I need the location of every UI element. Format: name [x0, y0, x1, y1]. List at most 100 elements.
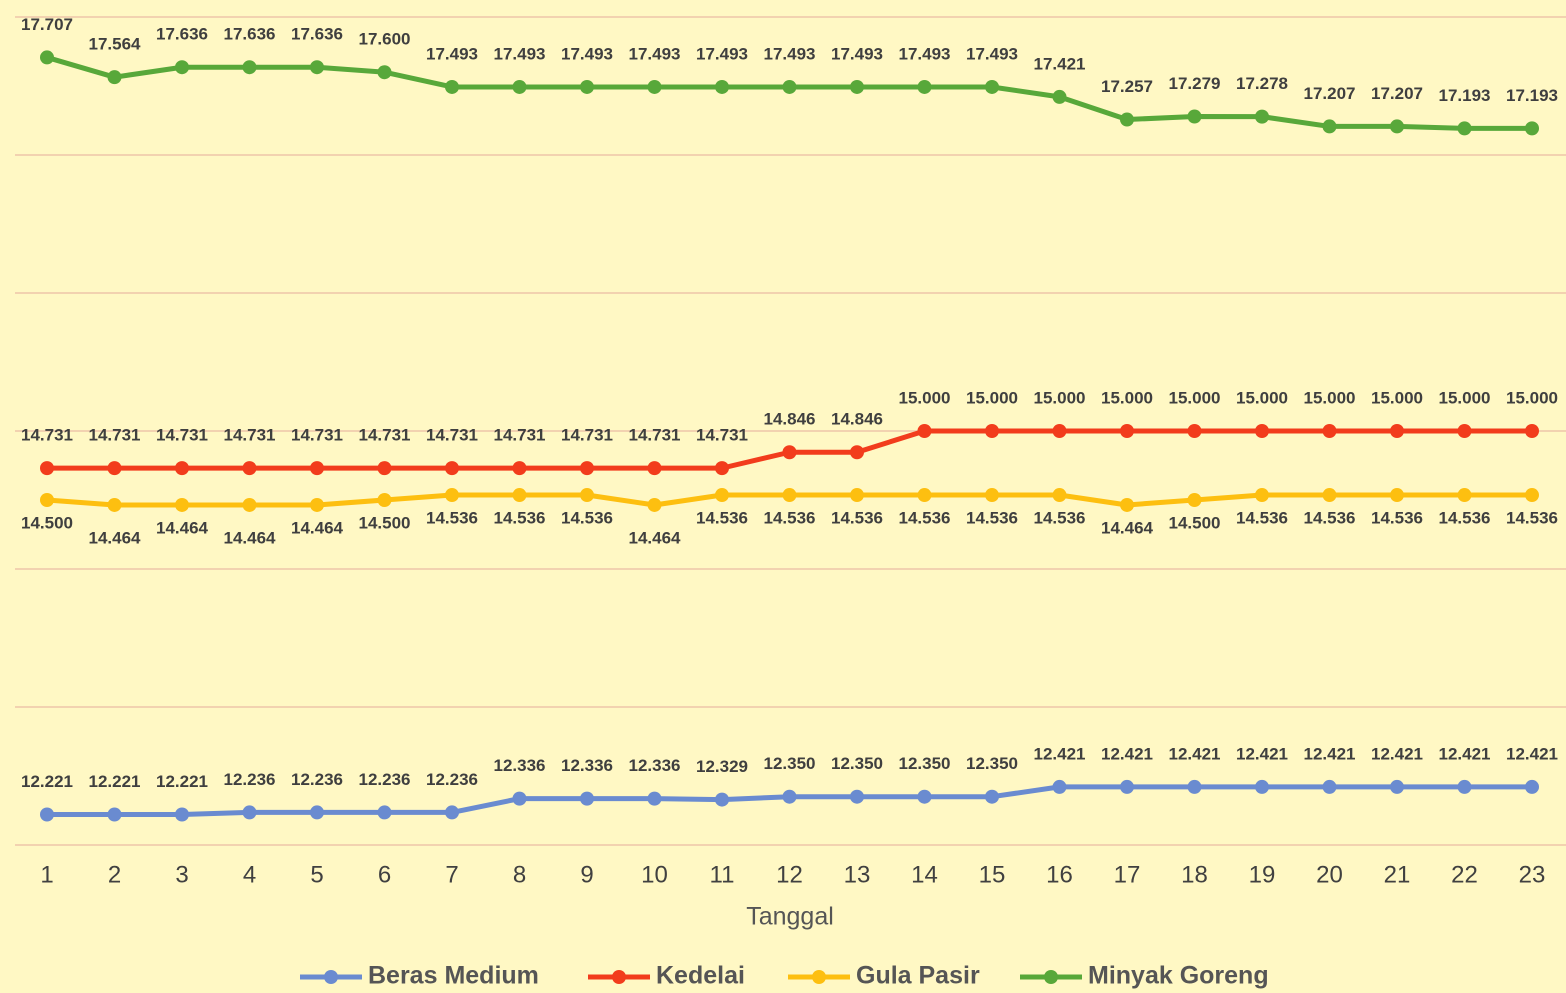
data-label: 14.536 [426, 509, 478, 528]
x-tick-label: 20 [1316, 861, 1343, 888]
legend-marker [324, 970, 338, 984]
data-label: 14.731 [156, 426, 208, 445]
data-label: 14.536 [1506, 509, 1558, 528]
data-label: 12.221 [156, 772, 208, 791]
data-label: 14.731 [21, 426, 73, 445]
data-point [512, 461, 527, 476]
data-label: 15.000 [899, 388, 951, 407]
data-point [1255, 488, 1269, 503]
data-label: 14.846 [831, 410, 883, 429]
data-label: 14.536 [831, 509, 883, 528]
data-point [715, 488, 729, 503]
data-point [242, 60, 257, 75]
x-tick-label: 9 [580, 861, 593, 888]
data-point [850, 79, 864, 94]
data-label: 12.421 [1371, 744, 1423, 763]
data-label: 14.731 [561, 426, 613, 445]
data-point [175, 807, 189, 822]
data-label: 14.846 [764, 410, 816, 429]
data-label: 14.500 [1169, 513, 1221, 532]
data-label: 14.464 [89, 528, 142, 547]
data-point [40, 807, 54, 822]
data-point [1390, 119, 1404, 134]
data-point [242, 461, 257, 476]
data-point [647, 461, 662, 476]
data-point [782, 445, 797, 460]
data-point [1390, 424, 1404, 438]
data-point [1052, 779, 1067, 794]
data-label: 12.421 [1034, 744, 1086, 763]
data-label: 12.350 [764, 754, 816, 773]
data-label: 15.000 [1034, 388, 1086, 407]
data-label: 14.536 [966, 509, 1018, 528]
data-point [782, 789, 797, 804]
legend-label: Kedelai [656, 962, 745, 990]
data-label: 14.536 [899, 509, 951, 528]
data-point [1120, 112, 1134, 127]
data-label: 14.500 [359, 513, 411, 532]
x-tick-label: 13 [844, 861, 871, 888]
data-label: 14.536 [494, 509, 546, 528]
data-point [107, 461, 122, 476]
data-point [985, 789, 999, 804]
data-point [917, 789, 932, 804]
data-label: 14.731 [359, 426, 411, 445]
data-label: 14.464 [1101, 518, 1154, 537]
data-label: 14.536 [1439, 509, 1491, 528]
data-point [40, 50, 54, 65]
data-point [917, 488, 932, 503]
data-point [242, 497, 257, 512]
data-label: 14.731 [89, 426, 141, 445]
data-point [1255, 424, 1269, 438]
x-tick-label: 19 [1249, 861, 1276, 888]
data-point [715, 461, 729, 476]
data-point [580, 461, 594, 476]
data-point [1322, 119, 1337, 134]
x-tick-label: 18 [1181, 861, 1208, 888]
x-tick-label: 3 [175, 861, 188, 888]
legend-marker [612, 970, 626, 984]
data-point [917, 79, 932, 94]
data-point [1187, 109, 1202, 124]
data-label: 14.731 [426, 426, 478, 445]
data-label: 17.193 [1439, 86, 1491, 105]
data-point [512, 488, 527, 503]
data-label: 17.564 [89, 35, 142, 54]
data-label: 15.000 [1169, 388, 1221, 407]
data-point [1390, 779, 1404, 794]
x-tick-label: 16 [1046, 861, 1073, 888]
data-point [1120, 497, 1134, 512]
data-point [1255, 109, 1269, 124]
data-label: 12.236 [426, 770, 478, 789]
data-label: 12.236 [291, 770, 343, 789]
data-label: 12.421 [1506, 744, 1558, 763]
data-point [1187, 493, 1202, 507]
data-point [107, 497, 122, 512]
legend-label: Gula Pasir [856, 962, 980, 990]
data-point [647, 791, 662, 806]
x-tick-label: 1 [40, 861, 53, 888]
data-label: 17.636 [156, 25, 208, 44]
data-point [107, 807, 122, 822]
data-label: 17.279 [1169, 74, 1221, 93]
data-label: 14.500 [21, 513, 73, 532]
data-point [782, 488, 797, 503]
data-point [1120, 779, 1134, 794]
data-point [175, 60, 189, 75]
data-label: 14.536 [1304, 509, 1356, 528]
x-tick-label: 5 [310, 861, 323, 888]
data-point [445, 488, 459, 503]
data-label: 15.000 [966, 388, 1018, 407]
data-point [580, 791, 594, 806]
data-point [850, 488, 864, 503]
x-tick-label: 12 [776, 861, 803, 888]
data-label: 14.731 [696, 426, 748, 445]
data-point [917, 424, 932, 438]
data-point [1322, 488, 1337, 503]
data-point [310, 461, 324, 476]
data-label: 14.464 [629, 528, 682, 547]
data-point [1525, 424, 1539, 438]
data-label: 12.350 [831, 754, 883, 773]
legend-marker [1044, 970, 1058, 984]
data-point [107, 70, 122, 85]
